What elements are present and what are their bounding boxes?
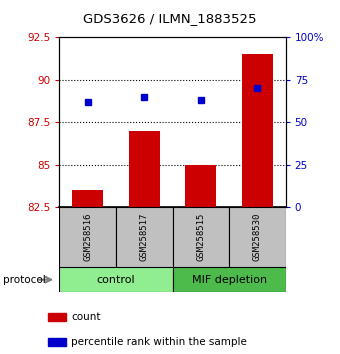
- Text: MIF depletion: MIF depletion: [191, 275, 267, 285]
- Text: GDS3626 / ILMN_1883525: GDS3626 / ILMN_1883525: [83, 12, 257, 25]
- Text: protocol: protocol: [3, 275, 46, 285]
- Bar: [48, 313, 66, 321]
- Text: control: control: [97, 275, 135, 285]
- Bar: [48, 338, 66, 346]
- Text: GSM258530: GSM258530: [253, 213, 262, 261]
- FancyBboxPatch shape: [59, 267, 173, 292]
- Bar: [242, 54, 273, 207]
- FancyBboxPatch shape: [229, 207, 286, 267]
- Bar: [129, 131, 160, 207]
- Text: GSM258515: GSM258515: [196, 213, 205, 261]
- Text: percentile rank within the sample: percentile rank within the sample: [71, 337, 247, 347]
- Bar: [185, 165, 216, 207]
- Text: GSM258517: GSM258517: [140, 213, 149, 261]
- Text: count: count: [71, 312, 101, 322]
- FancyBboxPatch shape: [173, 207, 229, 267]
- Bar: [72, 190, 103, 207]
- FancyBboxPatch shape: [59, 207, 116, 267]
- Text: GSM258516: GSM258516: [83, 213, 92, 261]
- FancyBboxPatch shape: [116, 207, 173, 267]
- FancyBboxPatch shape: [173, 267, 286, 292]
